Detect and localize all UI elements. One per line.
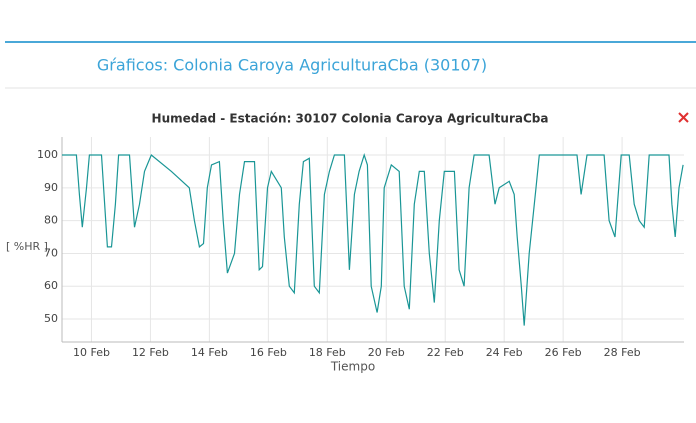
x-tick-label: 14 Feb: [191, 346, 228, 359]
y-tick-label: 80: [44, 214, 58, 227]
y-tick-label: 100: [37, 148, 58, 161]
close-button[interactable]: [678, 112, 689, 123]
y-tick-label: 70: [44, 246, 58, 259]
x-tick-label: 20 Feb: [368, 346, 405, 359]
x-axis-title: Tiempo: [330, 360, 375, 374]
data-line: [62, 153, 684, 326]
y-tick-label: 50: [44, 312, 58, 325]
x-tick-label: 16 Feb: [250, 346, 287, 359]
x-tick-label: 22 Feb: [427, 346, 464, 359]
x-tick-label: 24 Feb: [486, 346, 523, 359]
x-tick-label: 18 Feb: [309, 346, 346, 359]
x-tick-label: 28 Feb: [604, 346, 641, 359]
chart-title: Humedad - Estación: 30107 Colonia Caroya…: [152, 112, 549, 126]
y-tick-label: 60: [44, 279, 58, 292]
x-tick-label: 12 Feb: [132, 346, 169, 359]
x-tick-label: 26 Feb: [545, 346, 582, 359]
page-title: Gŕaficos: Colonia Caroya AgriculturaCba …: [97, 56, 487, 75]
y-tick-label: 90: [44, 181, 58, 194]
x-tick-label: 10 Feb: [73, 346, 110, 359]
y-axis-title: [ %HR ]: [6, 240, 48, 253]
